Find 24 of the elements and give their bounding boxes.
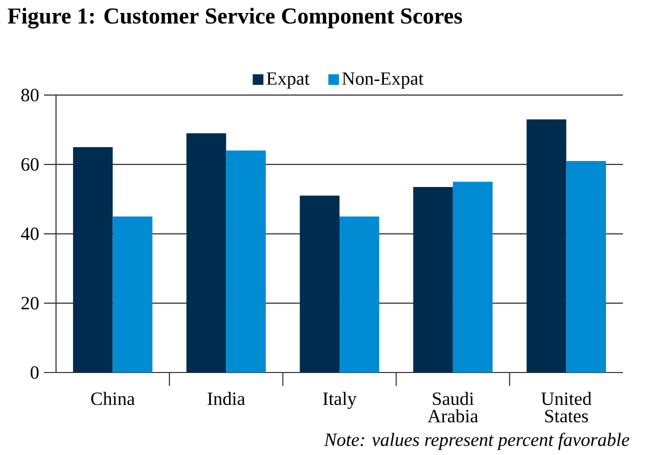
bar bbox=[340, 216, 380, 372]
y-tick-label: 80 bbox=[21, 88, 39, 102]
bar bbox=[226, 150, 266, 372]
y-tick-label: 0 bbox=[30, 366, 39, 379]
chart-title: Figure 1: Customer Service Component Scores bbox=[8, 8, 462, 28]
x-tick-label: Saudi Arabia bbox=[428, 392, 478, 422]
bar bbox=[73, 146, 113, 372]
bar bbox=[526, 119, 566, 372]
x-tick-label: China bbox=[91, 392, 135, 405]
text: Note: values represent percent favorable bbox=[324, 432, 630, 450]
x-tick-label: Italy bbox=[323, 392, 357, 409]
bar bbox=[413, 186, 453, 372]
bar bbox=[566, 160, 606, 372]
legend-label: Non-Expat bbox=[342, 72, 424, 89]
bar bbox=[300, 196, 340, 372]
bar bbox=[452, 182, 493, 372]
bar bbox=[112, 216, 152, 372]
x-tick-label: India bbox=[208, 392, 246, 405]
y-tick-label: 20 bbox=[21, 296, 39, 310]
legend-label: Expat bbox=[266, 72, 310, 89]
y-tick-label: 40 bbox=[20, 227, 39, 240]
x-tick-label: United States bbox=[541, 392, 592, 422]
bar bbox=[186, 133, 226, 372]
y-tick-label: 60 bbox=[21, 158, 39, 171]
